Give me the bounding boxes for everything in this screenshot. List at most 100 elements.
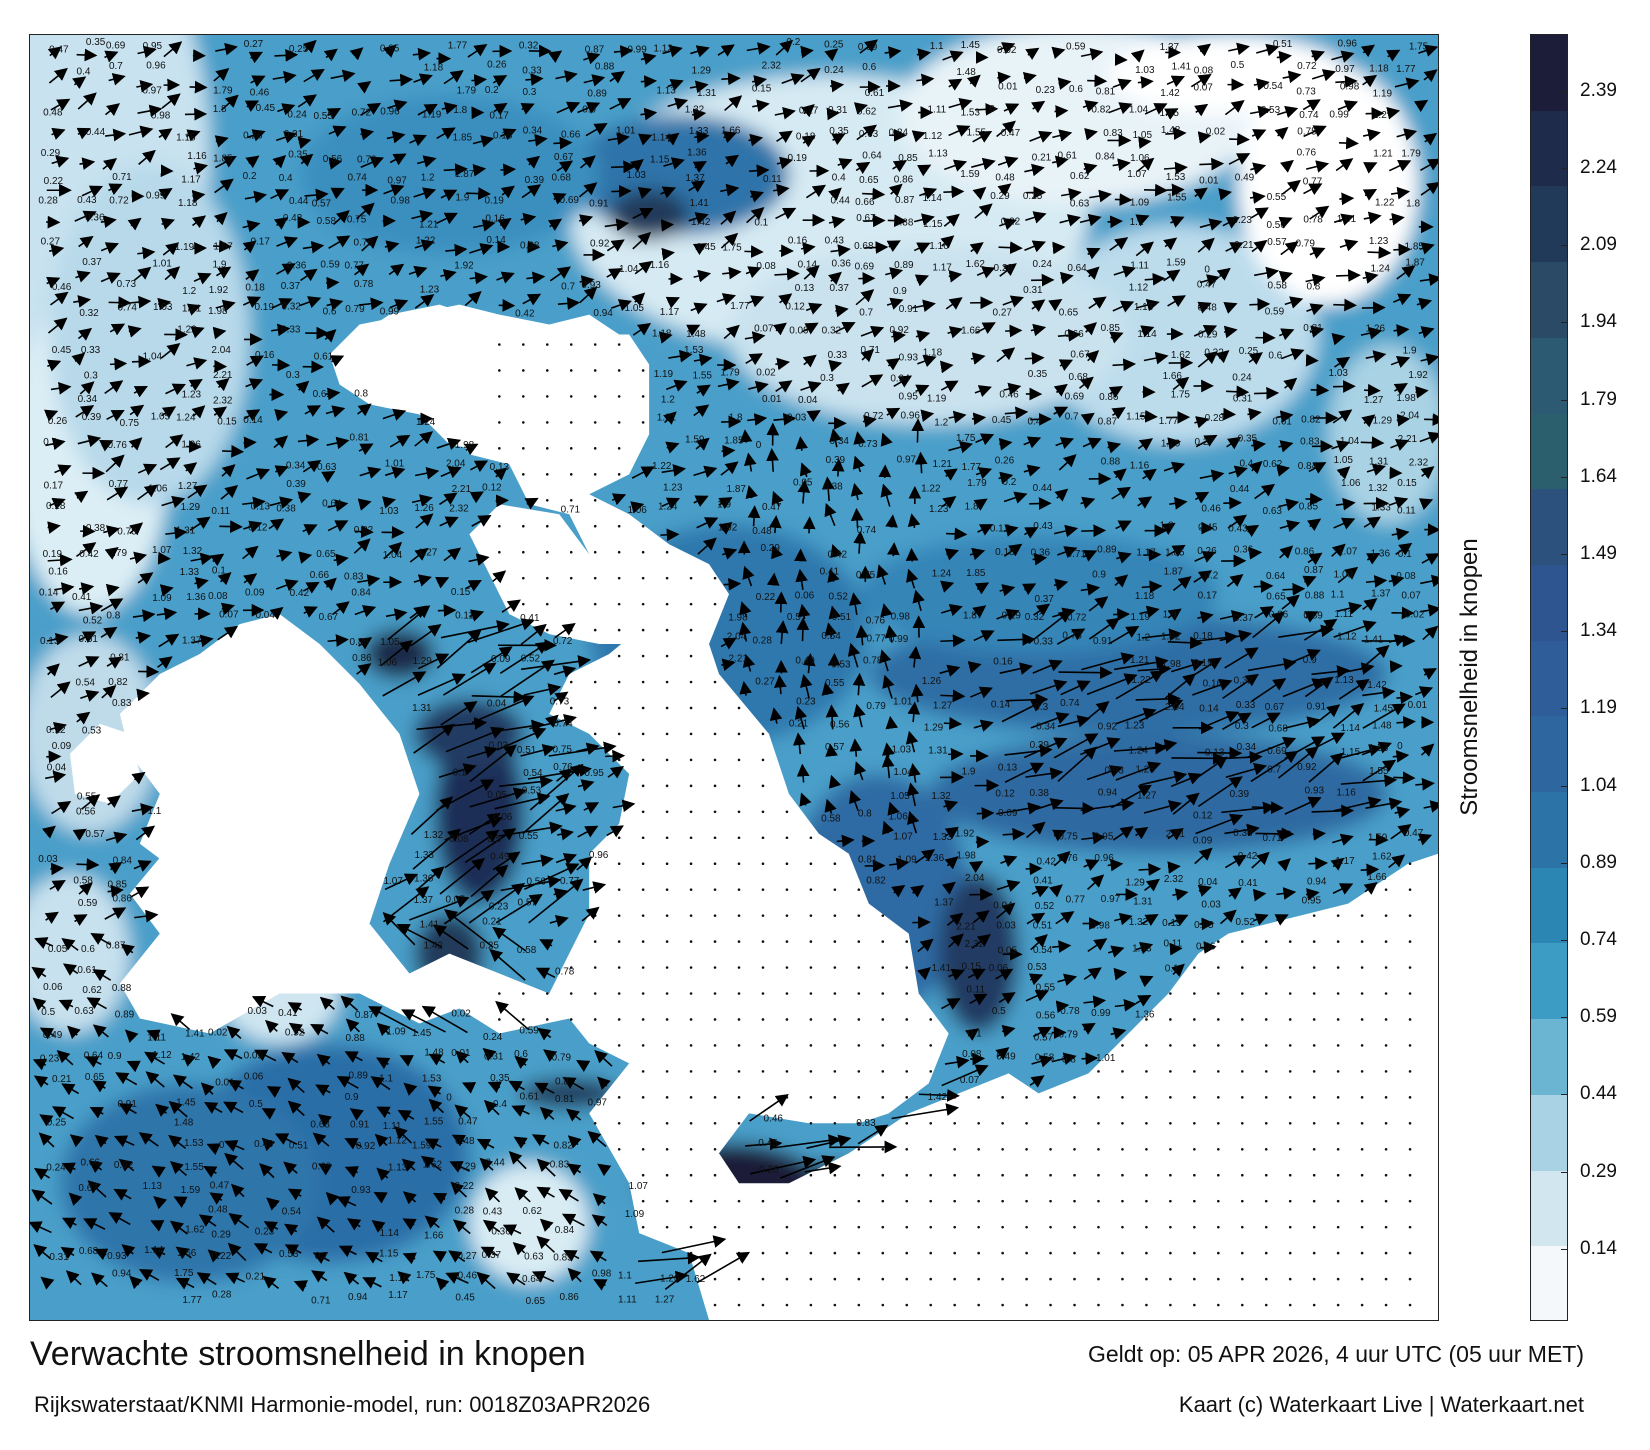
grid-dot	[593, 862, 597, 866]
grid-dot	[1001, 1277, 1004, 1281]
speed-label: 1.66	[1367, 872, 1387, 883]
speed-label: 0.24	[1032, 259, 1052, 270]
current-arrow	[127, 325, 142, 338]
speed-label: 1.9	[455, 193, 469, 204]
current-arrow	[216, 266, 232, 279]
current-arrow	[555, 70, 578, 83]
current-arrow	[1282, 582, 1306, 596]
speed-label: 0.94	[348, 1292, 368, 1303]
grid-dot	[617, 940, 621, 943]
current-arrow	[721, 72, 741, 86]
speed-label: 1.05	[380, 637, 400, 648]
grid-dot	[761, 888, 765, 891]
current-arrow	[137, 572, 154, 585]
current-arrow	[77, 327, 93, 341]
current-arrow	[113, 1188, 132, 1201]
current-arrow	[409, 605, 428, 619]
current-arrow	[190, 552, 214, 566]
grid-dot	[881, 1277, 885, 1281]
current-arrow	[502, 1224, 522, 1237]
grid-dot	[761, 992, 765, 995]
grid-dot	[857, 914, 861, 917]
grid-dot	[545, 498, 549, 502]
grid-dot	[905, 1044, 909, 1047]
grid-dot	[1384, 1147, 1388, 1151]
speed-label: 0.03	[38, 854, 58, 865]
current-arrow	[1360, 436, 1385, 450]
grid-dot	[617, 836, 621, 840]
colorbar-tick-mark	[1561, 940, 1567, 942]
grid-dot	[857, 940, 861, 943]
speed-label: 1.19	[927, 394, 947, 405]
grid-dot	[761, 1044, 765, 1047]
speed-label: 0.76	[866, 616, 886, 627]
speed-label: 0.52	[828, 592, 848, 603]
current-arrow	[276, 549, 293, 562]
current-arrow	[495, 1000, 530, 1031]
speed-label: 1.26	[922, 676, 942, 687]
speed-label: 0.25	[47, 1117, 67, 1128]
current-arrow	[50, 291, 69, 306]
grid-dot	[593, 1018, 597, 1021]
grid-dot	[617, 992, 621, 995]
colorbar-tick-mark	[1561, 553, 1567, 555]
grid-dot	[522, 992, 525, 995]
grid-dot	[1240, 1070, 1244, 1073]
speed-label: 0.32	[822, 326, 842, 337]
grid-dot	[713, 810, 717, 814]
grid-dot	[881, 1251, 885, 1255]
speed-label: 1.07	[629, 1181, 649, 1192]
current-arrow	[245, 269, 260, 283]
speed-label: 0.6	[514, 1049, 528, 1060]
current-arrow	[440, 189, 458, 202]
current-arrow	[416, 866, 445, 891]
speed-label: 1.1	[618, 1270, 632, 1281]
grid-dot	[569, 550, 573, 554]
current-arrow	[326, 276, 340, 290]
grid-dot	[1217, 1147, 1220, 1151]
speed-label: 0.1	[1165, 963, 1179, 974]
speed-label: 1.18	[1369, 63, 1389, 74]
speed-label: 0.84	[889, 128, 909, 139]
current-arrow	[217, 625, 239, 641]
speed-label: 0.99	[627, 44, 647, 55]
current-arrow	[32, 997, 47, 1011]
grid-dot	[737, 914, 741, 917]
speed-label: 0.23	[255, 1227, 275, 1238]
speed-label: 0.44	[831, 196, 851, 207]
speed-label: 0.05	[1194, 920, 1214, 931]
current-arrow	[747, 413, 768, 426]
speed-label: 0.09	[52, 741, 72, 752]
speed-label: 0.87	[355, 1010, 375, 1021]
current-arrow	[662, 45, 683, 58]
speed-label: 0.5	[787, 612, 801, 623]
speed-label: 0	[989, 104, 995, 115]
grid-dot	[737, 862, 741, 866]
current-arrow	[373, 1191, 388, 1204]
grid-dot	[737, 1096, 741, 1099]
current-arrow	[129, 1275, 143, 1290]
current-arrow	[473, 219, 496, 232]
current-arrow	[162, 242, 180, 256]
current-speed-map[interactable]: 0.47 0.48 0.29 0.22 0.28 0.27 0.46 0.45 0.26 0.2 0…	[29, 34, 1439, 1321]
colorbar-band	[1531, 262, 1567, 339]
grid-dot	[1336, 1251, 1340, 1255]
grid-dot	[1097, 1096, 1100, 1099]
current-arrow	[554, 622, 576, 639]
current-arrow	[65, 1270, 82, 1286]
speed-label: 0.04	[487, 699, 507, 710]
grid-dot	[833, 1044, 837, 1047]
speed-label: 1.21	[1130, 655, 1150, 666]
current-arrow	[376, 1057, 391, 1070]
speed-label: 0.72	[1297, 61, 1317, 72]
grid-dot	[617, 1147, 621, 1151]
speed-label: 0.63	[74, 1006, 94, 1017]
grid-dot	[1193, 1251, 1196, 1255]
grid-dot	[1312, 1147, 1316, 1151]
current-arrow	[103, 525, 120, 538]
current-arrow	[168, 1134, 187, 1149]
current-arrow	[293, 1280, 309, 1292]
speed-label: 0.22	[44, 176, 64, 187]
grid-dot	[569, 602, 573, 606]
speed-label: 0.64	[1067, 263, 1087, 274]
